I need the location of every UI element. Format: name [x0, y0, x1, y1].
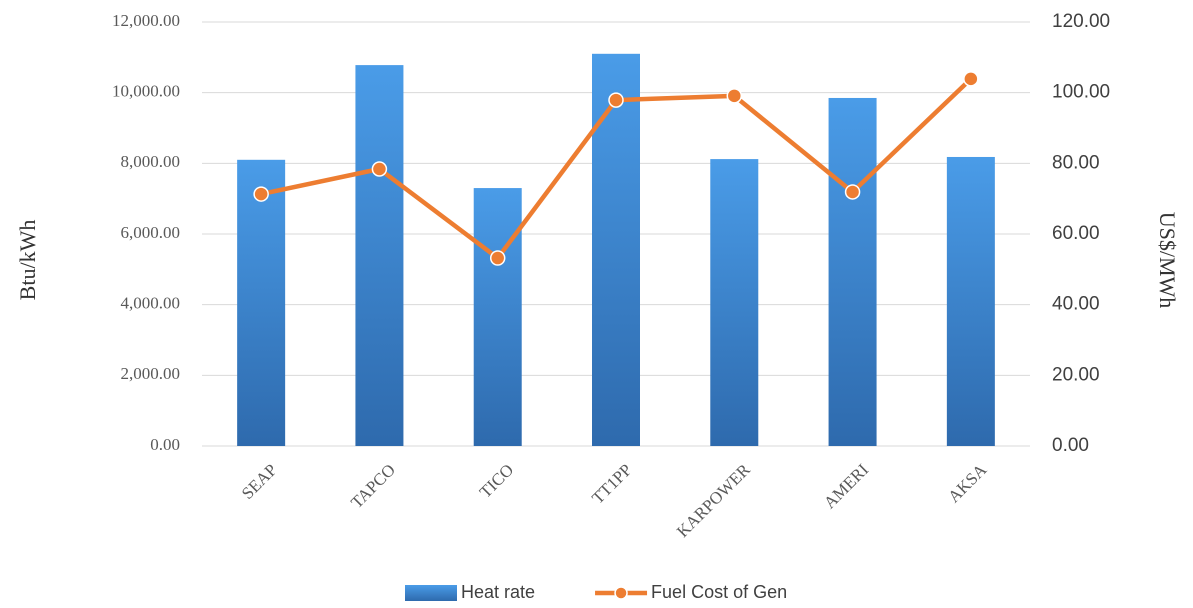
x-tick-label: SEAP [238, 460, 281, 503]
line-marker [844, 184, 861, 200]
x-tick-label: TICO [476, 460, 517, 501]
y-tick-label: 0.00 [150, 435, 180, 454]
line-marker [253, 186, 269, 202]
x-tick-label: AMERI [820, 460, 872, 512]
line-marker [608, 92, 624, 108]
y2-axis-label: US$/MWh [1155, 212, 1180, 309]
x-tick-label: AKSA [944, 460, 991, 507]
y2-tick-label: 60.00 [1052, 223, 1100, 244]
y2-tick-label: 40.00 [1052, 294, 1100, 315]
line-marker [963, 71, 979, 87]
bar [473, 188, 522, 447]
y2-tick-label: 20.00 [1052, 364, 1100, 385]
y-tick-label: 8,000.00 [121, 152, 181, 171]
y2-tick-label: 120.00 [1052, 11, 1110, 32]
x-tick-label: TT1PP [588, 460, 636, 508]
y-tick-label: 12,000.00 [112, 11, 180, 30]
y-tick-label: 2,000.00 [121, 364, 181, 383]
y-axis-label: Btu/kWh [15, 220, 40, 301]
x-tick-label: KARPOWER [673, 460, 754, 541]
bar [828, 97, 877, 446]
y2-tick-label: 0.00 [1052, 435, 1089, 456]
line-marker [489, 250, 506, 266]
y2-tick-label: 100.00 [1052, 82, 1110, 103]
legend-marker [614, 586, 628, 600]
legend-label: Heat rate [461, 582, 535, 602]
line-marker [371, 161, 388, 177]
y-tick-label: 6,000.00 [121, 223, 181, 242]
legend-label: Fuel Cost of Gen [651, 582, 787, 602]
y-tick-label: 4,000.00 [121, 294, 181, 313]
bar [946, 156, 995, 446]
bar [237, 159, 286, 447]
y2-tick-label: 80.00 [1052, 152, 1100, 173]
bar [355, 65, 404, 447]
y-tick-label: 10,000.00 [112, 82, 180, 101]
x-tick-label: TAPCO [347, 460, 399, 512]
line-marker [726, 88, 743, 104]
bar [592, 53, 640, 447]
legend-swatch [405, 585, 457, 601]
bar [710, 159, 759, 447]
